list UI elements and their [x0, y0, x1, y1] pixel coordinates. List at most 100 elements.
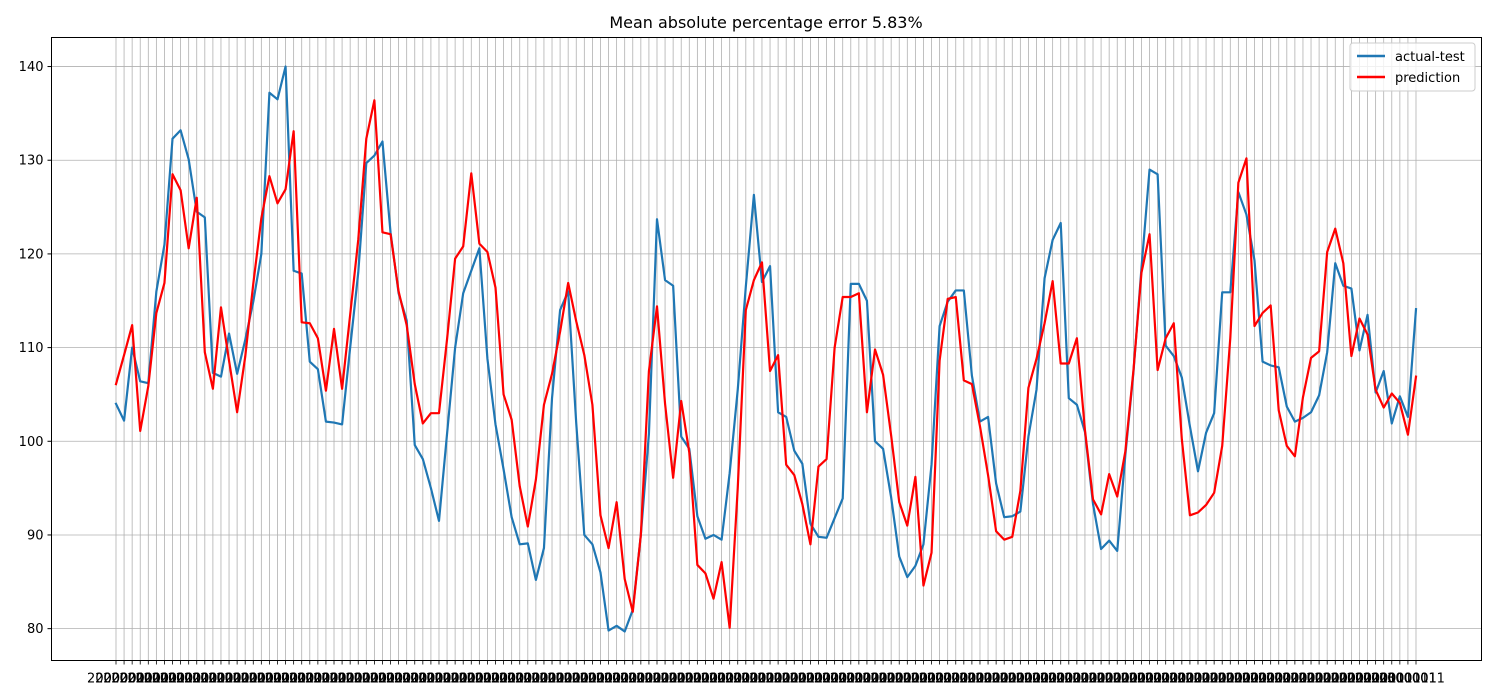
- x-tick-label: 2000001: [1024, 672, 1082, 687]
- y-tick-label: 130: [19, 154, 44, 169]
- x-tick-label: 2000001: [1096, 672, 1154, 687]
- x-tick-label: 2000001: [685, 672, 743, 687]
- x-tick-label: 2000001: [1226, 672, 1284, 687]
- x-tick-label: 2000001: [499, 672, 557, 687]
- x-tick-label: 2000001: [1290, 672, 1348, 687]
- x-tick-label: 2000001: [1080, 672, 1138, 687]
- x-tick-label: 2000001: [1177, 672, 1235, 687]
- x-tick-label: 2000001: [1201, 672, 1259, 687]
- x-tick-label: 2000001: [555, 672, 613, 687]
- x-tick-label: 2000001: [160, 672, 218, 687]
- x-tick-label: 2000001: [1379, 672, 1437, 687]
- x-tick-label: 2000001: [644, 672, 702, 687]
- x-tick-label: 2000001: [741, 672, 799, 687]
- x-tick-label: 2000001: [725, 672, 783, 687]
- x-tick-label: 2000001: [1306, 672, 1364, 687]
- x-tick-label: 2000001: [1347, 672, 1405, 687]
- x-tick-label: 2000001: [1266, 672, 1324, 687]
- x-tick-label: 2000001: [354, 672, 412, 687]
- x-tick-label: 2000001: [135, 672, 193, 687]
- x-tick-label: 2000001: [604, 672, 662, 687]
- x-tick-label: 2000001: [394, 672, 452, 687]
- x-tick-label: 2000001: [523, 672, 581, 687]
- x-tick-label: 2000001: [547, 672, 605, 687]
- x-tick-label: 2000001: [483, 672, 541, 687]
- x-tick-label: 2000001: [927, 672, 985, 687]
- x-tick-label: 2000001: [281, 672, 339, 687]
- x-tick-label: 2000001: [1048, 672, 1106, 687]
- x-tick-label: 2000001: [297, 672, 355, 687]
- x-tick-label: 2000001: [1282, 672, 1340, 687]
- x-tick-label: 2000001: [386, 672, 444, 687]
- x-tick-label: 2000001: [450, 672, 508, 687]
- x-tick-label: 2000001: [1331, 672, 1389, 687]
- x-tick-label: 2000001: [370, 672, 428, 687]
- x-tick-label: 2000001: [224, 672, 282, 687]
- x-tick-label: 3000011: [1387, 672, 1445, 687]
- y-axis: 80 90 100 110 120 130 140: [19, 60, 52, 637]
- x-tick-label: 2000001: [1129, 672, 1187, 687]
- x-tick-label: 2000001: [596, 672, 654, 687]
- x-tick-label: 2000001: [781, 672, 839, 687]
- legend-label-prediction: prediction: [1395, 71, 1460, 86]
- x-tick-label: 2000001: [184, 672, 242, 687]
- x-tick-label: 2000001: [1104, 672, 1162, 687]
- x-tick-label: 2000001: [1314, 672, 1372, 687]
- y-tick-label: 80: [27, 622, 44, 637]
- x-tick-label: 2000001: [1161, 672, 1219, 687]
- x-tick-label: 2000001: [176, 672, 234, 687]
- x-tick-label: 2000001: [895, 672, 953, 687]
- x-tick-label: 2000001: [152, 672, 210, 687]
- x-tick-label: 2000001: [838, 672, 896, 687]
- x-tick-label: 2000001: [588, 672, 646, 687]
- y-tick-label: 120: [19, 247, 44, 262]
- x-tick-label: 2000001: [232, 672, 290, 687]
- x-tick-label: 2000001: [321, 672, 379, 687]
- x-tick-label: 2000001: [620, 672, 678, 687]
- x-tick-label: 2000001: [192, 672, 250, 687]
- x-tick-label: 2000001: [991, 672, 1049, 687]
- x-tick-label: 2000001: [208, 672, 266, 687]
- chart-title: Mean absolute percentage error 5.83%: [609, 13, 922, 32]
- x-tick-label: 2000001: [515, 672, 573, 687]
- x-tick-label: 2000001: [967, 672, 1025, 687]
- x-tick-label: 2000001: [1040, 672, 1098, 687]
- x-tick-label: 2000001: [507, 672, 565, 687]
- x-tick-label: 2000001: [822, 672, 880, 687]
- x-tick-label: 2000001: [426, 672, 484, 687]
- x-tick-label: 2000001: [572, 672, 630, 687]
- legend: actual-test prediction: [1349, 42, 1476, 92]
- x-tick-label: 2000001: [119, 672, 177, 687]
- x-tick-label: 2000001: [862, 672, 920, 687]
- x-tick-label: 2000001: [1032, 672, 1090, 687]
- x-tick-label: 2000001: [870, 672, 928, 687]
- x-tick-label: 2000001: [273, 672, 331, 687]
- x-tick-label: 2000001: [1145, 672, 1203, 687]
- x-tick-label: 2000001: [1113, 672, 1171, 687]
- x-tick-label: 2000001: [458, 672, 516, 687]
- x-tick-label: 2000001: [1298, 672, 1356, 687]
- x-tick-label: 2000001: [1121, 672, 1179, 687]
- x-tick-label: 2000001: [919, 672, 977, 687]
- x-tick-label: 2000001: [886, 672, 944, 687]
- x-tick-label: 2000001: [216, 672, 274, 687]
- x-tick-label: 2000001: [410, 672, 468, 687]
- x-tick-label: 2000001: [402, 672, 460, 687]
- series-layer: [114, 65, 1418, 633]
- x-tick-label: 2000001: [1250, 672, 1308, 687]
- x-tick-label: 2000001: [1064, 672, 1122, 687]
- x-tick-label: 2000001: [111, 672, 169, 687]
- plot-frame: [51, 37, 1482, 661]
- x-tick-label: 2000001: [1274, 672, 1332, 687]
- x-tick-label: 2000001: [418, 672, 476, 687]
- x-tick-label: 2000001: [144, 672, 202, 687]
- x-tick-label: 2000001: [345, 672, 403, 687]
- x-tick-label: 2000001: [1056, 672, 1114, 687]
- x-tick-label: 2000001: [790, 672, 848, 687]
- x-tick-label: 2000001: [636, 672, 694, 687]
- x-tick-label: 2000001: [717, 672, 775, 687]
- x-tick-label: 2000001: [467, 672, 525, 687]
- x-tick-label: 2000001: [676, 672, 734, 687]
- x-tick-label: 2000001: [249, 672, 307, 687]
